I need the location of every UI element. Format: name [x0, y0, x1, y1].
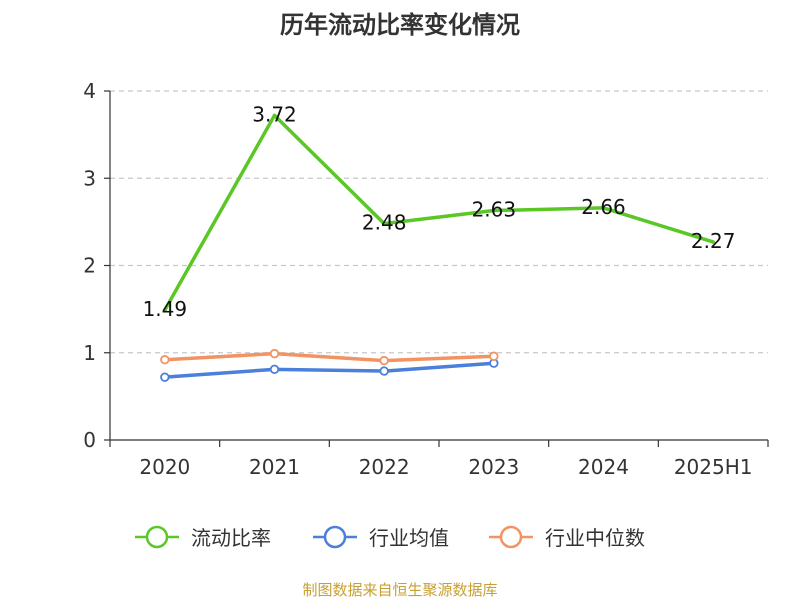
x-tick-label: 2020 [139, 455, 190, 479]
legend-label: 流动比率 [191, 526, 271, 550]
data-labels: 1.49 3.72 2.48 2.63 2.66 2.27 [143, 102, 736, 321]
legend-marker-icon [323, 525, 347, 549]
x-tick-label: 2024 [578, 455, 629, 479]
data-label: 1.49 [143, 297, 188, 321]
data-point [163, 308, 167, 312]
chart-title: 历年流动比率变化情况 [280, 11, 520, 39]
y-tick-label: 1 [83, 341, 96, 365]
legend: 流动比率 行业均值 行业中位数 [135, 525, 645, 550]
series-lines [160, 113, 715, 382]
data-label: 2.63 [472, 198, 517, 222]
series-line [164, 361, 494, 379]
x-tick-label: 2025H1 [674, 455, 753, 479]
data-point [379, 355, 389, 366]
source-note: 制图数据来自恒生聚源数据库 [302, 581, 497, 599]
y-tick-label: 3 [83, 166, 96, 190]
y-tick-label: 2 [83, 254, 96, 278]
legend-label: 行业中位数 [545, 526, 645, 550]
data-point [379, 366, 389, 376]
x-tick-label: 2023 [468, 455, 519, 479]
y-tick-label: 4 [83, 79, 96, 103]
x-tick-label: 2021 [249, 455, 300, 479]
data-point [269, 364, 280, 375]
legend-marker-icon [499, 525, 523, 549]
data-point [711, 240, 715, 244]
data-point [272, 113, 277, 118]
axes: 0 1 2 3 4 2020 2021 2022 2023 2024 2025H1 [83, 79, 769, 479]
data-point [160, 372, 170, 382]
data-label: 2.66 [581, 195, 626, 219]
legend-marker-icon [145, 525, 169, 549]
data-point [492, 208, 496, 213]
data-point [269, 348, 280, 359]
series-line [164, 351, 494, 363]
data-point [489, 351, 499, 361]
data-point [601, 206, 606, 210]
data-label: 2.48 [362, 211, 407, 235]
legend-label: 行业均值 [369, 526, 449, 550]
data-label: 3.72 [252, 102, 297, 126]
data-label: 2.27 [691, 229, 736, 253]
data-point [160, 355, 170, 365]
data-point [382, 221, 386, 226]
x-tick-label: 2022 [359, 455, 410, 479]
grid-lines [110, 90, 768, 354]
series-line [163, 113, 714, 311]
y-tick-label: 0 [83, 428, 96, 452]
